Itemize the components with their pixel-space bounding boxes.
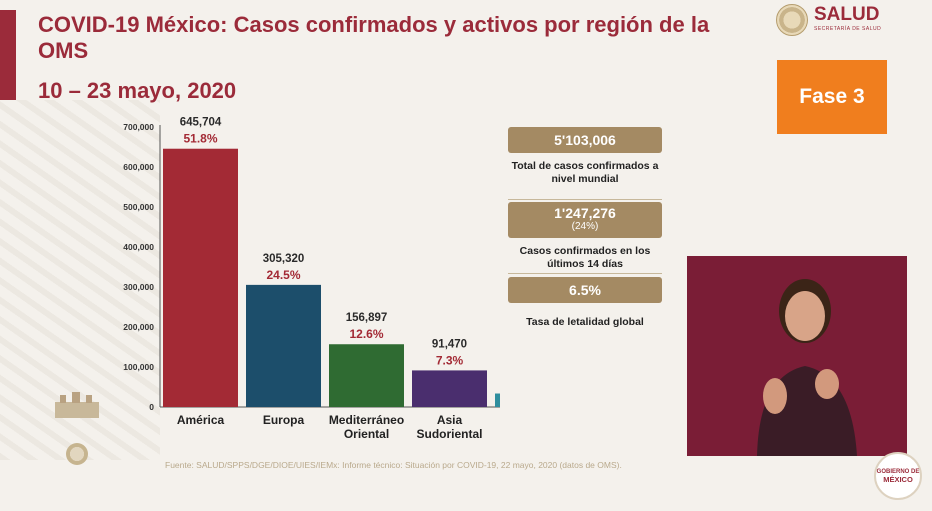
y-tick-label: 0 [149, 402, 154, 412]
sign-language-interpreter-video [687, 256, 907, 456]
percent-label: 51.8% [183, 132, 217, 146]
logo-name: SALUD [814, 4, 880, 25]
y-tick-label: 200,000 [123, 322, 154, 332]
gobierno-logo: GOBIERNO DE MÉXICO [874, 452, 922, 500]
y-tick-label: 500,000 [123, 202, 154, 212]
phase-badge: Fase 3 [777, 60, 887, 134]
percent-label: 7.3% [436, 353, 464, 367]
value-label: 645,704 [180, 117, 222, 129]
y-tick-label: 100,000 [123, 362, 154, 372]
lethality-value: 6.5% [569, 282, 601, 298]
bar [412, 370, 487, 407]
lethality-label: Tasa de letalidad global [526, 316, 644, 328]
monument-icon [55, 392, 99, 418]
y-tick-label: 700,000 [123, 122, 154, 132]
logo-subtitle: SECRETARÍA DE SALUD [814, 26, 882, 32]
x-tick-label: América [177, 413, 225, 427]
value-label: 156,897 [346, 312, 388, 324]
divider [508, 199, 662, 200]
x-tick-label: Europa [263, 413, 305, 427]
y-tick-label: 600,000 [123, 162, 154, 172]
y-tick-label: 400,000 [123, 242, 154, 252]
x-tick-label: Oriental [344, 427, 389, 441]
title-accent-bar [0, 10, 16, 100]
bar [495, 393, 500, 407]
recent-cases-value: 1'247,276 [554, 205, 616, 221]
lethality-box: 6.5% [508, 277, 662, 303]
bar [246, 284, 321, 407]
bar [329, 344, 404, 407]
recent-cases-label: Casos confirmados en los últimos 14 días [519, 245, 651, 270]
x-tick-label: Asia [437, 413, 463, 427]
gobierno-logo-line2: MÉXICO [883, 474, 913, 484]
recent-cases-box: 1'247,276 (24%) [508, 202, 662, 238]
x-tick-label: Mediterráneo [329, 413, 404, 427]
value-label: 91,470 [432, 338, 467, 350]
value-label: 305,320 [263, 253, 305, 265]
recent-cases-percent: (24%) [571, 221, 599, 232]
x-tick-label: Sudoriental [416, 427, 482, 441]
gobierno-logo-line1: GOBIERNO DE [876, 468, 920, 475]
bar [163, 148, 238, 408]
salud-logo: SALUD SECRETARÍA DE SALUD [776, 4, 896, 38]
bar-chart: 0 100,000 200,000 300,000 400,000 500,000 600,… [123, 117, 500, 441]
total-cases-box: 5'103,006 [508, 127, 662, 153]
total-cases-label: Total de casos confirmados a nivel mundi… [511, 160, 659, 185]
percent-label: 24.5% [266, 268, 300, 282]
seal-icon [66, 443, 88, 465]
y-tick-label: 300,000 [123, 282, 154, 292]
date-range: 10 – 23 mayo, 2020 [38, 78, 237, 103]
source-note: Fuente: SALUD/SPPS/DGE/DIOE/UIES/IEMx: I… [165, 460, 622, 470]
divider [508, 273, 662, 274]
interpreter-icon [687, 256, 907, 456]
seal-icon [776, 4, 808, 36]
page-title: COVID-19 México: Casos confirmados y act… [38, 12, 710, 63]
total-cases-value: 5'103,006 [554, 132, 616, 148]
percent-label: 12.6% [349, 327, 383, 341]
